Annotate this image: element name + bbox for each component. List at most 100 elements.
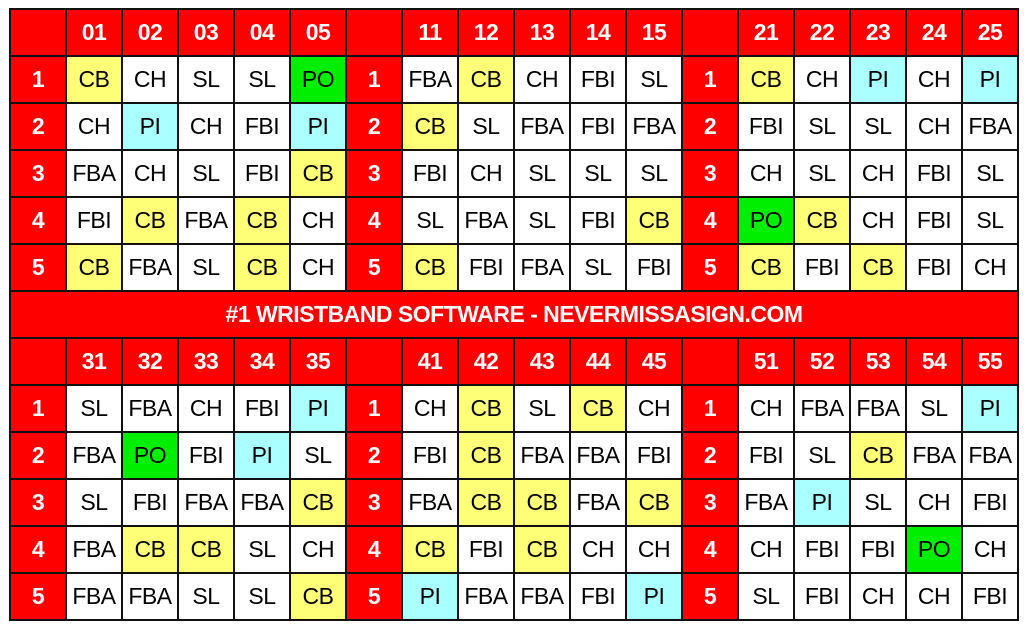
column-header: 13 xyxy=(513,8,571,57)
pitch-cell: SL xyxy=(849,102,907,151)
pitch-cell: CB xyxy=(625,478,683,527)
pitch-cell: PI xyxy=(401,572,459,621)
pitch-cell: CH xyxy=(289,525,347,574)
pitch-cell: SL xyxy=(65,384,123,433)
pitch-cell: FBA xyxy=(793,384,851,433)
pitch-cell: FBI xyxy=(569,572,627,621)
pitch-cell: CB xyxy=(737,55,795,104)
pitch-cell: FBA xyxy=(121,384,179,433)
pitch-cell: FBA xyxy=(961,102,1019,151)
pitch-cell: CB xyxy=(457,384,515,433)
column-header: 11 xyxy=(401,8,459,57)
pitch-cell: FBI xyxy=(849,525,907,574)
pitch-cell: FBA xyxy=(457,572,515,621)
pitch-cell: SL xyxy=(961,196,1019,245)
corner-cell xyxy=(345,337,403,386)
pitch-cell: SL xyxy=(233,525,291,574)
column-header: 24 xyxy=(905,8,963,57)
table-row: 2 CH PI CH FBI PI 2 CB SL FBA FBI FBA 2 FBI SL SL CH FBA xyxy=(9,102,1019,151)
pitch-cell: PI xyxy=(233,431,291,480)
column-header: 53 xyxy=(849,337,907,386)
column-header: 25 xyxy=(961,8,1019,57)
pitch-cell: SL xyxy=(793,431,851,480)
row-label: 5 xyxy=(681,572,739,621)
pitch-cell: FBA xyxy=(737,478,795,527)
pitch-cell: CH xyxy=(65,102,123,151)
pitch-cell: PI xyxy=(793,478,851,527)
column-header: 02 xyxy=(121,8,179,57)
column-header: 42 xyxy=(457,337,515,386)
pitch-cell: FBA xyxy=(65,525,123,574)
pitch-cell: CB xyxy=(401,102,459,151)
row-label: 1 xyxy=(681,55,739,104)
row-label: 4 xyxy=(9,525,67,574)
row-label: 1 xyxy=(9,384,67,433)
pitch-cell: CH xyxy=(569,525,627,574)
table-row: 5 CB FBA SL CB CH 5 CB FBI FBA SL FBI 5 CB FBI CB FBI CH xyxy=(9,243,1019,292)
pitch-cell: FBI xyxy=(793,243,851,292)
pitch-cell: CB xyxy=(849,431,907,480)
row-label: 2 xyxy=(9,431,67,480)
column-header: 44 xyxy=(569,337,627,386)
column-header: 14 xyxy=(569,8,627,57)
row-label: 5 xyxy=(345,572,403,621)
pitch-cell: CH xyxy=(625,384,683,433)
pitch-cell: CB xyxy=(513,525,571,574)
pitch-cell: CH xyxy=(905,102,963,151)
pitch-cell: FBA xyxy=(233,478,291,527)
pitch-cell: FBI xyxy=(121,478,179,527)
row-label: 4 xyxy=(345,196,403,245)
row-label: 3 xyxy=(345,149,403,198)
pitch-cell: CH xyxy=(737,149,795,198)
pitch-cell: CB xyxy=(65,55,123,104)
row-label: 2 xyxy=(681,102,739,151)
column-header: 22 xyxy=(793,8,851,57)
pitch-cell: CH xyxy=(905,55,963,104)
pitch-cell: FBI xyxy=(961,478,1019,527)
pitch-cell: FBA xyxy=(177,478,235,527)
row-label: 3 xyxy=(681,478,739,527)
pitch-cell: FBI xyxy=(233,149,291,198)
pitch-cell: CB xyxy=(401,525,459,574)
pitch-cell: CH xyxy=(793,55,851,104)
pitch-cell: SL xyxy=(233,55,291,104)
row-label: 4 xyxy=(681,196,739,245)
column-header: 34 xyxy=(233,337,291,386)
row-label: 3 xyxy=(9,478,67,527)
pitch-cell: PI xyxy=(961,384,1019,433)
row-label: 5 xyxy=(9,572,67,621)
row-label: 5 xyxy=(681,243,739,292)
pitch-cell: FBI xyxy=(737,431,795,480)
pitch-cell: FBA xyxy=(569,478,627,527)
pitch-cell: CH xyxy=(905,572,963,621)
pitch-cell: CB xyxy=(457,55,515,104)
pitch-cell: FBA xyxy=(513,572,571,621)
pitch-cell: FBA xyxy=(961,431,1019,480)
pitch-cell: CB xyxy=(849,243,907,292)
row-label: 3 xyxy=(345,478,403,527)
row-label: 1 xyxy=(345,55,403,104)
pitch-cell: CB xyxy=(233,196,291,245)
pitch-cell: FBI xyxy=(401,149,459,198)
pitch-cell: SL xyxy=(513,384,571,433)
pitch-cell: FBI xyxy=(177,431,235,480)
banner-row: #1 WRISTBAND SOFTWARE - NEVERMISSASIGN.C… xyxy=(9,290,1019,339)
row-label: 3 xyxy=(681,149,739,198)
corner-cell xyxy=(9,337,67,386)
row-label: 3 xyxy=(9,149,67,198)
column-header: 12 xyxy=(457,8,515,57)
pitch-cell: FBI xyxy=(905,196,963,245)
column-header: 51 xyxy=(737,337,795,386)
pitch-cell: PO xyxy=(905,525,963,574)
row-label: 2 xyxy=(9,102,67,151)
pitch-cell: SL xyxy=(177,149,235,198)
pitch-cell: CH xyxy=(737,384,795,433)
pitch-cell: CB xyxy=(121,525,179,574)
corner-cell xyxy=(681,337,739,386)
pitch-cell: SL xyxy=(569,149,627,198)
pitch-cell: PO xyxy=(737,196,795,245)
pitch-cell: PI xyxy=(625,572,683,621)
pitch-cell: FBA xyxy=(513,431,571,480)
row-label: 5 xyxy=(345,243,403,292)
pitch-cell: FBA xyxy=(401,478,459,527)
